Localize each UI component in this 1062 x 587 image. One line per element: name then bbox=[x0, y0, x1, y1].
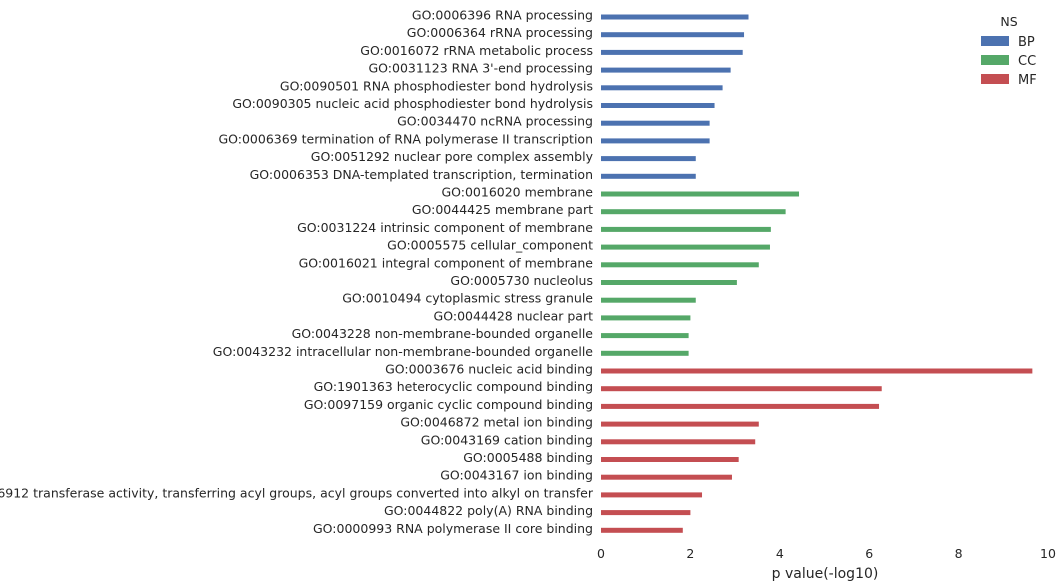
category-label: GO:0051292 nuclear pore complex assembly bbox=[311, 149, 594, 164]
bar-mf bbox=[601, 457, 739, 462]
bar-mf bbox=[601, 492, 703, 498]
legend-swatch-bp bbox=[981, 36, 1009, 46]
category-labels: GO:0006396 RNA processing GO:0006364 rRNA… bbox=[0, 8, 594, 536]
category-label: GO:0031123 RNA 3'-end processing bbox=[368, 61, 593, 76]
bar-mf bbox=[601, 403, 880, 409]
category-label: GO:0043228 non-membrane-bounded organell… bbox=[292, 326, 594, 341]
category-label: GO:0097159 organic cyclic compound bindi… bbox=[304, 397, 593, 412]
bars-group bbox=[601, 14, 1033, 533]
x-tick-label: 10 bbox=[1040, 546, 1056, 561]
category-label: GO:0005730 nucleolus bbox=[450, 273, 593, 288]
category-label: GO:0043167 ion binding bbox=[440, 468, 593, 483]
bar-cc bbox=[601, 262, 759, 268]
bar-mf bbox=[601, 368, 1033, 374]
category-label: GO:0043169 cation binding bbox=[421, 432, 593, 447]
legend-swatch-mf bbox=[981, 74, 1009, 84]
bar-cc bbox=[601, 209, 786, 215]
legend: NS BP CC MF bbox=[981, 14, 1037, 88]
bar-mf bbox=[601, 474, 732, 480]
category-label: GO:0090501 RNA phosphodiester bond hydro… bbox=[280, 78, 593, 93]
category-label: GO:0005488 binding bbox=[463, 450, 593, 465]
x-tick-label: 2 bbox=[686, 546, 694, 561]
bar-mf bbox=[601, 510, 691, 516]
bar-bp bbox=[601, 32, 745, 38]
legend-label-mf: MF bbox=[1018, 73, 1037, 88]
bar-cc bbox=[601, 244, 770, 250]
bar-cc bbox=[601, 315, 691, 321]
bar-bp bbox=[601, 67, 731, 73]
category-label: GO:0016020 membrane bbox=[441, 185, 593, 200]
legend-swatch-cc bbox=[981, 55, 1009, 65]
x-tick-label: 4 bbox=[776, 546, 784, 561]
bar-bp bbox=[601, 120, 710, 126]
category-label: GO:0046912 transferase activity, transfe… bbox=[0, 485, 594, 500]
category-label: GO:0034470 ncRNA processing bbox=[397, 114, 593, 129]
x-axis-ticks: 0 2 4 6 8 10 bbox=[597, 546, 1056, 561]
category-label: GO:0005575 cellular_component bbox=[387, 238, 593, 253]
category-label: GO:0090305 nucleic acid phosphodiester b… bbox=[232, 96, 593, 111]
category-label: GO:0006353 DNA-templated transcription, … bbox=[250, 167, 593, 182]
category-label: GO:0016072 rRNA metabolic process bbox=[360, 43, 593, 58]
category-label: GO:0006369 termination of RNA polymerase… bbox=[218, 131, 593, 146]
legend-title: NS bbox=[1000, 14, 1017, 29]
category-label: GO:0044428 nuclear part bbox=[434, 308, 594, 323]
bar-mf bbox=[601, 421, 759, 427]
legend-label-cc: CC bbox=[1018, 54, 1036, 69]
category-label: GO:0031224 intrinsic component of membra… bbox=[297, 220, 593, 235]
bar-cc bbox=[601, 350, 689, 356]
x-tick-label: 0 bbox=[597, 546, 605, 561]
bar-cc bbox=[601, 226, 771, 232]
x-tick-label: 6 bbox=[865, 546, 873, 561]
category-label: GO:1901363 heterocyclic compound binding bbox=[314, 379, 593, 394]
category-label: GO:0006364 rRNA processing bbox=[407, 25, 593, 40]
bar-bp bbox=[601, 85, 723, 91]
bar-bp bbox=[601, 156, 696, 162]
category-label: GO:0046872 metal ion binding bbox=[400, 415, 593, 430]
category-label: GO:0003676 nucleic acid binding bbox=[385, 362, 593, 377]
bar-cc bbox=[601, 297, 696, 303]
category-label: GO:0006396 RNA processing bbox=[412, 8, 593, 23]
bar-bp bbox=[601, 103, 715, 108]
category-label: GO:0000993 RNA polymerase II core bindin… bbox=[313, 521, 593, 536]
legend-entries: BP CC MF bbox=[981, 35, 1037, 88]
bar-mf bbox=[601, 439, 756, 445]
x-axis-title: p value(-log10) bbox=[772, 566, 879, 582]
bar-mf bbox=[601, 386, 882, 392]
bar-mf bbox=[601, 527, 683, 533]
bar-cc bbox=[601, 191, 800, 197]
category-label: GO:0044822 poly(A) RNA binding bbox=[384, 503, 593, 518]
bar-bp bbox=[601, 14, 749, 20]
category-label: GO:0044425 membrane part bbox=[412, 202, 593, 217]
bar-cc bbox=[601, 280, 737, 285]
category-label: GO:0043232 intracellular non-membrane-bo… bbox=[213, 344, 594, 359]
bar-bp bbox=[601, 138, 710, 144]
category-label: GO:0010494 cytoplasmic stress granule bbox=[342, 291, 593, 306]
legend-label-bp: BP bbox=[1018, 35, 1035, 50]
bar-bp bbox=[601, 49, 743, 55]
x-tick-label: 8 bbox=[955, 546, 963, 561]
category-label: GO:0016021 integral component of membran… bbox=[299, 255, 594, 270]
bar-cc bbox=[601, 333, 689, 339]
bar-bp bbox=[601, 173, 696, 179]
